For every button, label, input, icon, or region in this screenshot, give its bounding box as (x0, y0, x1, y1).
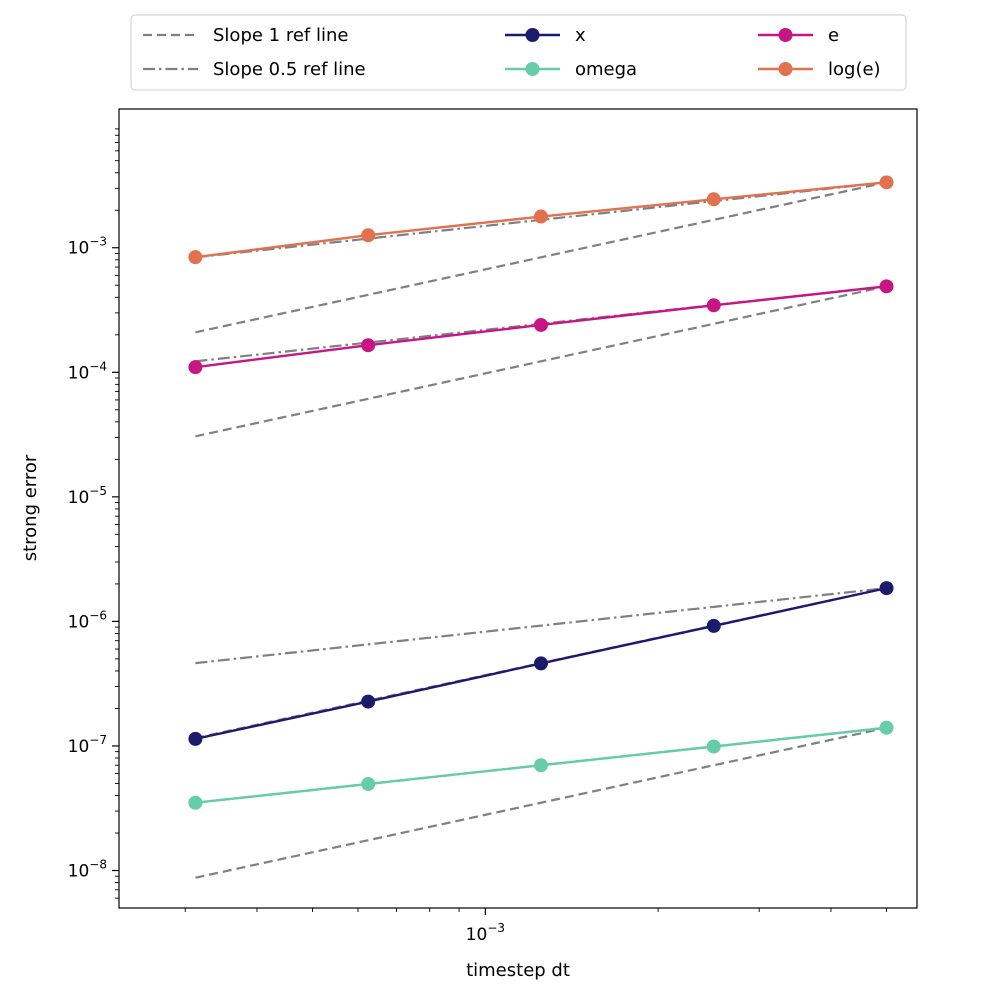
reference-line-2 (195, 285, 887, 438)
legend: Slope 1 ref line Slope 0.5 ref line x omega… (130, 14, 907, 91)
data-point (533, 656, 548, 671)
legend-entry-2: x (505, 25, 586, 46)
data-point (188, 360, 203, 375)
reference-lines (195, 181, 887, 879)
series-e (188, 279, 894, 375)
y-tick-label-1: 10−7 (68, 733, 107, 757)
data-point (706, 739, 721, 754)
data-point (188, 731, 203, 746)
legend-entry-3: omega (505, 59, 637, 80)
data-point (879, 279, 894, 294)
data-point (706, 192, 721, 207)
data-point (188, 795, 203, 810)
data-point (361, 228, 376, 243)
legend-swatch-marker (778, 28, 793, 42)
series-omega (188, 720, 894, 810)
y-tick-label-2: 10−6 (68, 608, 107, 632)
y-axis-label: strong error (20, 454, 41, 561)
y-axis-ticks: 10−8 10−7 10−6 10−5 10−4 10−3 (68, 128, 119, 899)
y-tick-label-3: 10−5 (68, 484, 107, 508)
legend-entry-5: log(e) (758, 59, 881, 80)
x-axis-ticks: 10−3 (184, 908, 887, 945)
series-log-e (188, 175, 894, 265)
data-point (533, 758, 548, 773)
data-point (188, 250, 203, 265)
data-point (706, 298, 721, 313)
legend-label: log(e) (828, 59, 881, 80)
legend-label: Slope 0.5 ref line (213, 59, 366, 80)
legend-label: e (828, 25, 839, 46)
data-point (533, 209, 548, 224)
legend-entry-1: Slope 0.5 ref line (143, 59, 366, 80)
data-point (879, 581, 894, 596)
data-point (533, 317, 548, 332)
reference-line-6 (195, 726, 887, 879)
data-point (879, 720, 894, 735)
legend-entry-0: Slope 1 ref line (143, 25, 348, 46)
data-point (706, 618, 721, 633)
legend-swatch-marker (778, 62, 793, 76)
legend-swatch-marker (525, 62, 540, 76)
reference-line-4 (195, 587, 887, 665)
legend-swatch-marker (525, 28, 540, 42)
legend-label: x (575, 25, 586, 46)
series-x (188, 581, 894, 746)
legend-frame (130, 14, 907, 91)
data-point (361, 338, 376, 353)
x-axis-label: timestep dt (466, 960, 570, 981)
data-series (188, 175, 894, 810)
plot-area-frame (118, 108, 918, 909)
data-point (879, 175, 894, 190)
x-tick-label-0: 10−3 (466, 921, 505, 945)
data-point (361, 776, 376, 791)
data-point (361, 694, 376, 709)
y-tick-label-5: 10−3 (68, 235, 107, 259)
reference-line-0 (195, 181, 887, 334)
y-tick-label-4: 10−4 (68, 359, 107, 383)
legend-label: omega (575, 59, 637, 80)
legend-entry-4: e (758, 25, 839, 46)
y-tick-label-0: 10−8 (68, 858, 107, 882)
legend-label: Slope 1 ref line (213, 25, 348, 46)
